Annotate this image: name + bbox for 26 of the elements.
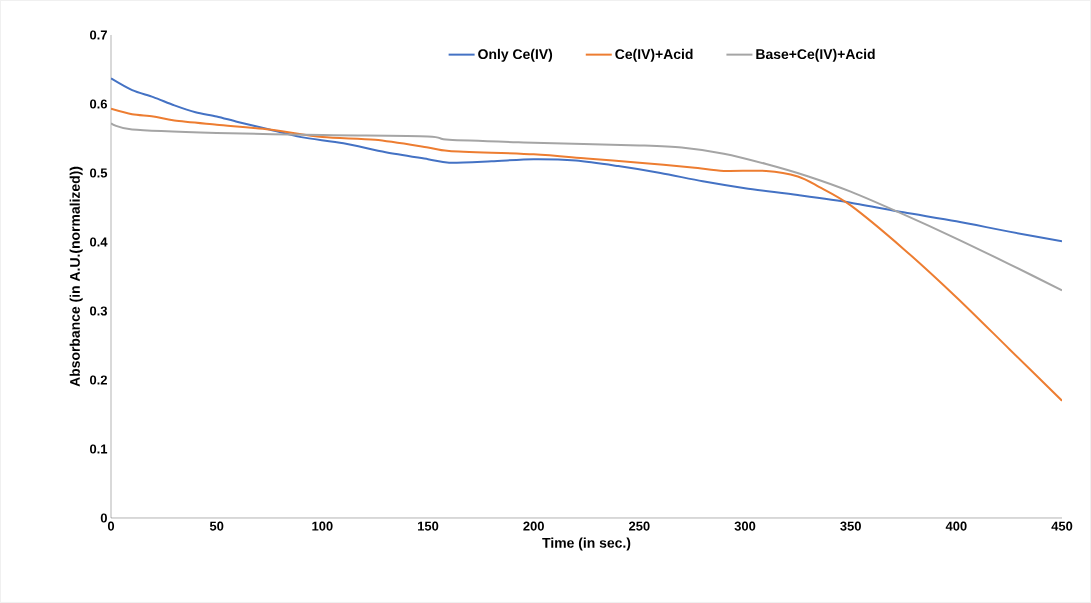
x-tick-label: 0 (107, 521, 115, 531)
y-tick-label: 0.5 (90, 168, 108, 178)
x-tick-label: 200 (523, 521, 544, 531)
line-series (111, 122, 1063, 292)
y-tick-label: 0.1 (90, 444, 108, 454)
x-tick-label: 400 (945, 521, 967, 531)
x-tick-label: 250 (628, 521, 650, 531)
x-tick-label: 450 (1051, 521, 1073, 531)
x-axis-title: Time (in sec.) (542, 537, 631, 551)
line-series (111, 77, 1063, 243)
y-tick-label: 0.7 (90, 30, 107, 40)
x-tick-label: 350 (840, 521, 861, 531)
legend-label: Only Ce(IV) (478, 48, 553, 62)
x-tick-label: 150 (418, 521, 439, 531)
x-tick-label: 50 (209, 521, 224, 531)
x-tick-label: 300 (734, 521, 756, 531)
x-tick-label: 100 (312, 521, 333, 531)
y-tick-label: 0.6 (90, 99, 108, 109)
y-tick-label: 0.3 (90, 306, 108, 316)
y-tick-label: 0 (100, 513, 107, 523)
y-axis-title: Absorbance (in A.U.(normalized)) (69, 166, 83, 387)
line-series (111, 107, 1063, 402)
y-tick-label: 0.4 (90, 237, 108, 247)
y-tick-label: 0.2 (90, 375, 107, 385)
legend-label: Ce(IV)+Acid (615, 48, 693, 62)
legend-label: Base+Ce(IV)+Acid (756, 48, 875, 62)
